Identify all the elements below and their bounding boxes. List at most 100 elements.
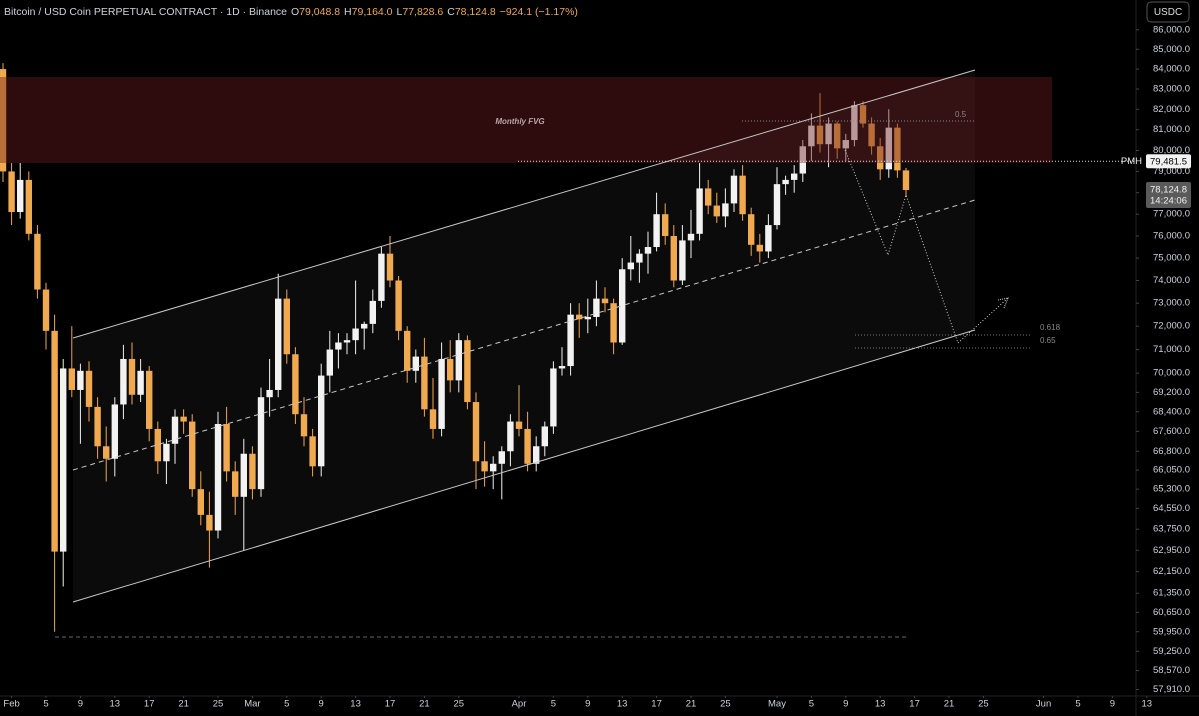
quote-value: 79,048.8 <box>299 6 340 18</box>
y-tick-label: 59,250.0 <box>1153 646 1190 657</box>
candle-body <box>498 451 505 464</box>
candle-body <box>292 354 299 415</box>
candle-body <box>94 406 101 447</box>
candle-body <box>60 368 67 552</box>
candle-body <box>343 340 351 343</box>
candle-body <box>85 370 93 407</box>
candle-body <box>670 236 677 281</box>
candle-body <box>77 370 84 390</box>
x-tick-label: 13 <box>110 699 121 710</box>
currency-button[interactable] <box>1146 1 1190 23</box>
candle-body <box>8 171 15 213</box>
x-tick-label: 25 <box>454 699 465 710</box>
y-tick-label: 73,000.0 <box>1153 298 1190 309</box>
price-tags: PMH 79,481.5 78,124.814:24:06 <box>1121 154 1191 209</box>
candle-body <box>790 173 798 180</box>
y-tick-label: 62,150.0 <box>1153 566 1190 577</box>
candle-body <box>541 426 548 447</box>
candle-body <box>902 170 910 191</box>
candle-body <box>378 253 385 301</box>
x-tick-label: 9 <box>319 699 324 710</box>
y-tick-label: 76,000.0 <box>1153 231 1190 242</box>
y-tick-label: 66,800.0 <box>1153 446 1190 457</box>
candle-body <box>421 356 428 410</box>
candle-body <box>103 446 110 459</box>
pmh-name: PMH <box>1121 156 1142 167</box>
candle-body <box>833 123 841 149</box>
candle-body <box>283 298 291 355</box>
y-tick-label: 72,000.0 <box>1153 321 1190 332</box>
overlays: Monthly FVG 0.5 0.618 0.65 <box>0 69 1135 638</box>
candle-body <box>429 409 437 429</box>
candle-body <box>197 489 205 515</box>
candle-body <box>567 314 574 367</box>
y-tick-label: 71,000.0 <box>1153 344 1190 355</box>
candle-body <box>189 421 196 490</box>
x-tick-label: Mar <box>244 699 260 710</box>
quote-label: H <box>344 6 352 18</box>
candle-body <box>868 123 875 147</box>
x-tick-label: 13 <box>1141 699 1152 710</box>
fib-label: 0.618 <box>1040 323 1061 332</box>
quote-label: O <box>291 6 299 18</box>
candle-body <box>352 328 359 341</box>
candle-body <box>17 179 24 213</box>
candle-body <box>395 280 402 331</box>
candle-body <box>369 300 377 324</box>
candle-body <box>309 436 316 467</box>
last-price-value: 78,124.8 <box>1150 185 1187 196</box>
x-tick-label: 5 <box>43 699 48 710</box>
candle-body <box>318 375 325 467</box>
candle-body <box>214 424 222 531</box>
fvg-label: Monthly FVG <box>495 117 544 126</box>
y-tick-label: 74,000.0 <box>1153 275 1190 286</box>
channel-fill <box>73 70 975 602</box>
candle-body <box>472 402 480 462</box>
channel-lower <box>72 329 976 603</box>
candles <box>0 63 910 632</box>
y-tick-label: 83,000.0 <box>1153 84 1190 95</box>
x-tick-label: 17 <box>651 699 662 710</box>
candle-body <box>532 446 540 464</box>
currency-label[interactable]: USDC <box>1154 7 1182 18</box>
y-tick-label: 77,000.0 <box>1153 209 1190 220</box>
candle-body <box>128 358 136 395</box>
candle-body <box>68 368 76 390</box>
quote-value: 77,828.6 <box>402 6 443 18</box>
candle-body <box>223 424 230 472</box>
quote-value: 79,164.0 <box>352 6 393 18</box>
candle-body <box>25 179 33 234</box>
x-tick-label: 17 <box>144 699 155 710</box>
projection-path <box>844 149 1009 344</box>
candle-body <box>696 188 703 234</box>
candle-body <box>816 125 824 145</box>
candle-body <box>249 453 256 490</box>
x-tick-label: Apr <box>512 699 527 710</box>
x-tick-label: 21 <box>944 699 955 710</box>
candle-body <box>747 214 755 245</box>
x-tick-label: 17 <box>385 699 396 710</box>
candle-body <box>515 421 523 429</box>
candle-body <box>584 316 591 320</box>
candle-body <box>266 389 273 398</box>
channel-upper <box>72 69 976 339</box>
candle-body <box>808 125 815 147</box>
x-tick-label: 13 <box>617 699 628 710</box>
fib-label: 0.65 <box>1040 336 1056 345</box>
candle-body <box>232 471 239 497</box>
candle-body <box>507 421 514 452</box>
candle-body <box>300 414 308 437</box>
y-tick-label: 63,750.0 <box>1153 524 1190 535</box>
quote: O79,048.8 H79,164.0 L77,828.6 C78,124.8 −924… <box>291 6 578 18</box>
x-tick-label: 9 <box>1110 699 1115 710</box>
candle-body <box>412 356 419 371</box>
candle-body <box>137 370 144 395</box>
y-tick-label: 65,300.0 <box>1153 484 1190 495</box>
candle-body <box>455 340 462 381</box>
y-tick-label: 80,000.0 <box>1153 145 1190 156</box>
candle-body <box>464 340 471 403</box>
y-tick-label: 62,950.0 <box>1153 545 1190 556</box>
y-tick-label: 79,000.0 <box>1153 166 1190 177</box>
candle-body <box>34 233 41 290</box>
